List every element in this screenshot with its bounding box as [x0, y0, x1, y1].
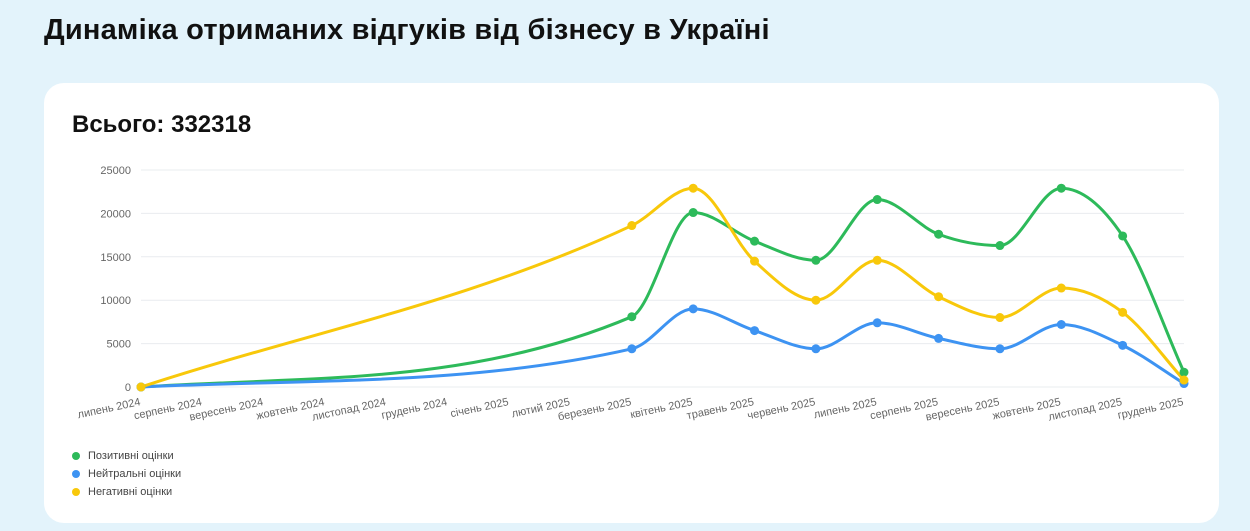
data-point[interactable]	[750, 326, 760, 336]
legend-label: Негативні оцінки	[88, 486, 173, 498]
grid-lines	[141, 169, 1184, 388]
data-point[interactable]	[627, 221, 637, 231]
data-point[interactable]	[750, 236, 760, 246]
data-point[interactable]	[750, 256, 760, 266]
data-point[interactable]	[811, 344, 821, 354]
y-axis-ticks: 0 5000 10000 15000 20000 25000	[100, 165, 131, 394]
data-point[interactable]	[627, 312, 637, 322]
legend-label: Позитивні оцінки	[88, 450, 174, 462]
data-point[interactable]	[934, 333, 944, 343]
series-line	[140, 186, 1186, 389]
data-point[interactable]	[1118, 340, 1128, 350]
legend-item[interactable]: Позитивні оцінки	[72, 447, 181, 465]
data-point[interactable]	[136, 382, 146, 392]
data-point[interactable]	[1056, 183, 1066, 193]
series-line	[140, 307, 1185, 389]
x-tick-label: травень 2025	[686, 396, 755, 422]
data-point[interactable]	[1118, 231, 1128, 241]
legend-item[interactable]: Нейтральні оцінки	[72, 465, 181, 483]
x-tick-label: грудень 2024	[380, 396, 448, 422]
data-point[interactable]	[872, 318, 882, 328]
line-chart: 0 5000 10000 15000 20000 25000 липень 2024сер…	[77, 165, 1189, 424]
legend-marker	[72, 470, 80, 478]
legend-marker	[72, 452, 80, 460]
data-point[interactable]	[995, 344, 1005, 354]
data-point[interactable]	[995, 313, 1005, 323]
data-point[interactable]	[872, 255, 882, 265]
data-point[interactable]	[872, 195, 882, 205]
series-line	[140, 186, 1186, 389]
data-point[interactable]	[934, 292, 944, 302]
series-points	[136, 183, 1189, 392]
chart-card: Всього: 332318 0 5000 10000 15000 20000 25000…	[44, 83, 1219, 523]
data-point[interactable]	[1056, 320, 1066, 330]
series-lines	[140, 186, 1186, 389]
data-point[interactable]	[688, 304, 698, 314]
data-point[interactable]	[1056, 283, 1066, 293]
y-tick-label: 15000	[100, 252, 131, 264]
data-point[interactable]	[627, 344, 637, 354]
legend: Позитивні оцінки Нейтральні оцінки Негатив…	[72, 447, 181, 501]
data-point[interactable]	[934, 229, 944, 239]
y-tick-label: 0	[125, 382, 131, 394]
x-tick-label: липень 2025	[813, 396, 878, 421]
legend-label: Нейтральні оцінки	[88, 468, 182, 480]
legend-item[interactable]: Негативні оцінки	[72, 483, 181, 501]
x-tick-label: грудень 2025	[1117, 396, 1185, 422]
data-point[interactable]	[811, 295, 821, 305]
total-count: Всього: 332318	[72, 111, 252, 138]
x-tick-label: січень 2025	[449, 396, 509, 420]
data-point[interactable]	[995, 241, 1005, 251]
data-point[interactable]	[1179, 375, 1189, 385]
legend-marker	[72, 488, 80, 496]
data-point[interactable]	[1118, 307, 1128, 317]
x-tick-label: червень 2025	[746, 396, 816, 422]
y-tick-label: 10000	[100, 295, 131, 307]
data-point[interactable]	[688, 208, 698, 218]
y-tick-label: 5000	[107, 339, 131, 351]
y-tick-label: 25000	[100, 165, 131, 177]
page-title: Динаміка отриманих відгуків від бізнесу …	[44, 14, 770, 46]
x-tick-label: квітень 2025	[629, 396, 694, 421]
data-point[interactable]	[688, 183, 698, 193]
y-tick-label: 20000	[100, 208, 131, 220]
data-point[interactable]	[1179, 367, 1189, 377]
data-point[interactable]	[811, 255, 821, 265]
x-tick-label: липень 2024	[77, 396, 142, 421]
